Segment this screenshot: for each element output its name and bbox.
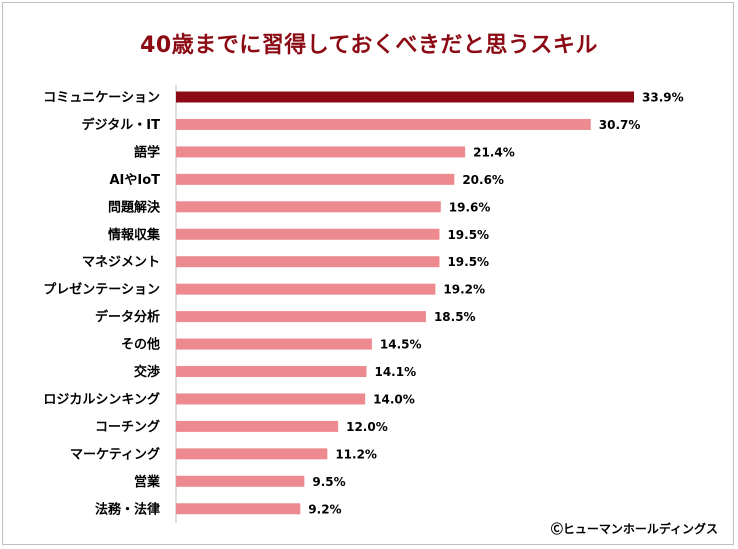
value-label: 14.5% — [380, 338, 422, 352]
category-label: コミュニケーション — [43, 91, 160, 106]
bar — [176, 311, 426, 323]
value-label: 20.6% — [462, 173, 504, 187]
bar — [176, 91, 634, 103]
bar — [176, 338, 372, 350]
value-label: 33.9% — [642, 91, 684, 105]
value-label: 14.0% — [373, 392, 415, 406]
category-label: データ分析 — [95, 309, 160, 325]
bars-group: コミュニケーション 33.9% デジタル・IT 30.7% 語学 21.4% AIやIoT 2… — [43, 91, 683, 518]
category-label: コーチング — [95, 419, 160, 435]
value-label: 9.5% — [312, 475, 345, 489]
bar — [176, 118, 591, 130]
bar — [176, 393, 366, 405]
bar — [176, 228, 440, 240]
category-label: 問題解決 — [108, 199, 161, 215]
value-label: 21.4% — [473, 145, 515, 159]
value-label: 19.6% — [449, 200, 491, 214]
category-label: マーケティング — [70, 446, 160, 462]
bar — [176, 201, 441, 213]
bar — [176, 256, 440, 268]
category-label: 交渉 — [134, 364, 160, 380]
bar — [176, 448, 328, 460]
bar — [176, 420, 339, 432]
category-label: 法務・法律 — [95, 501, 160, 517]
category-label: プレゼンテーション — [43, 282, 160, 298]
value-label: 19.5% — [447, 255, 489, 269]
value-label: 19.2% — [443, 283, 485, 297]
bar — [176, 173, 455, 185]
bar — [176, 475, 305, 487]
value-label: 19.5% — [447, 228, 489, 242]
category-label: AIやIoT — [109, 173, 160, 188]
value-label: 14.1% — [374, 365, 416, 379]
bar — [176, 283, 436, 295]
value-label: 30.7% — [599, 118, 641, 132]
bar — [176, 146, 466, 158]
copyright-credit: Ⓒヒューマンホールディングス — [550, 522, 718, 536]
category-label: その他 — [121, 337, 160, 353]
value-label: 12.0% — [346, 420, 388, 434]
value-label: 18.5% — [434, 310, 476, 324]
category-label: 語学 — [134, 144, 160, 160]
category-label: 情報収集 — [108, 227, 161, 243]
bar — [176, 366, 367, 377]
value-label: 9.2% — [308, 502, 341, 516]
category-label: ロジカルシンキング — [43, 391, 160, 407]
category-label: デジタル・IT — [82, 117, 161, 133]
value-label: 11.2% — [335, 447, 377, 461]
chart-title: 40歳までに習得しておくべきだと思うスキル — [140, 33, 598, 58]
category-label: マネジメント — [82, 255, 160, 270]
bar — [176, 503, 301, 515]
category-label: 営業 — [134, 474, 161, 490]
